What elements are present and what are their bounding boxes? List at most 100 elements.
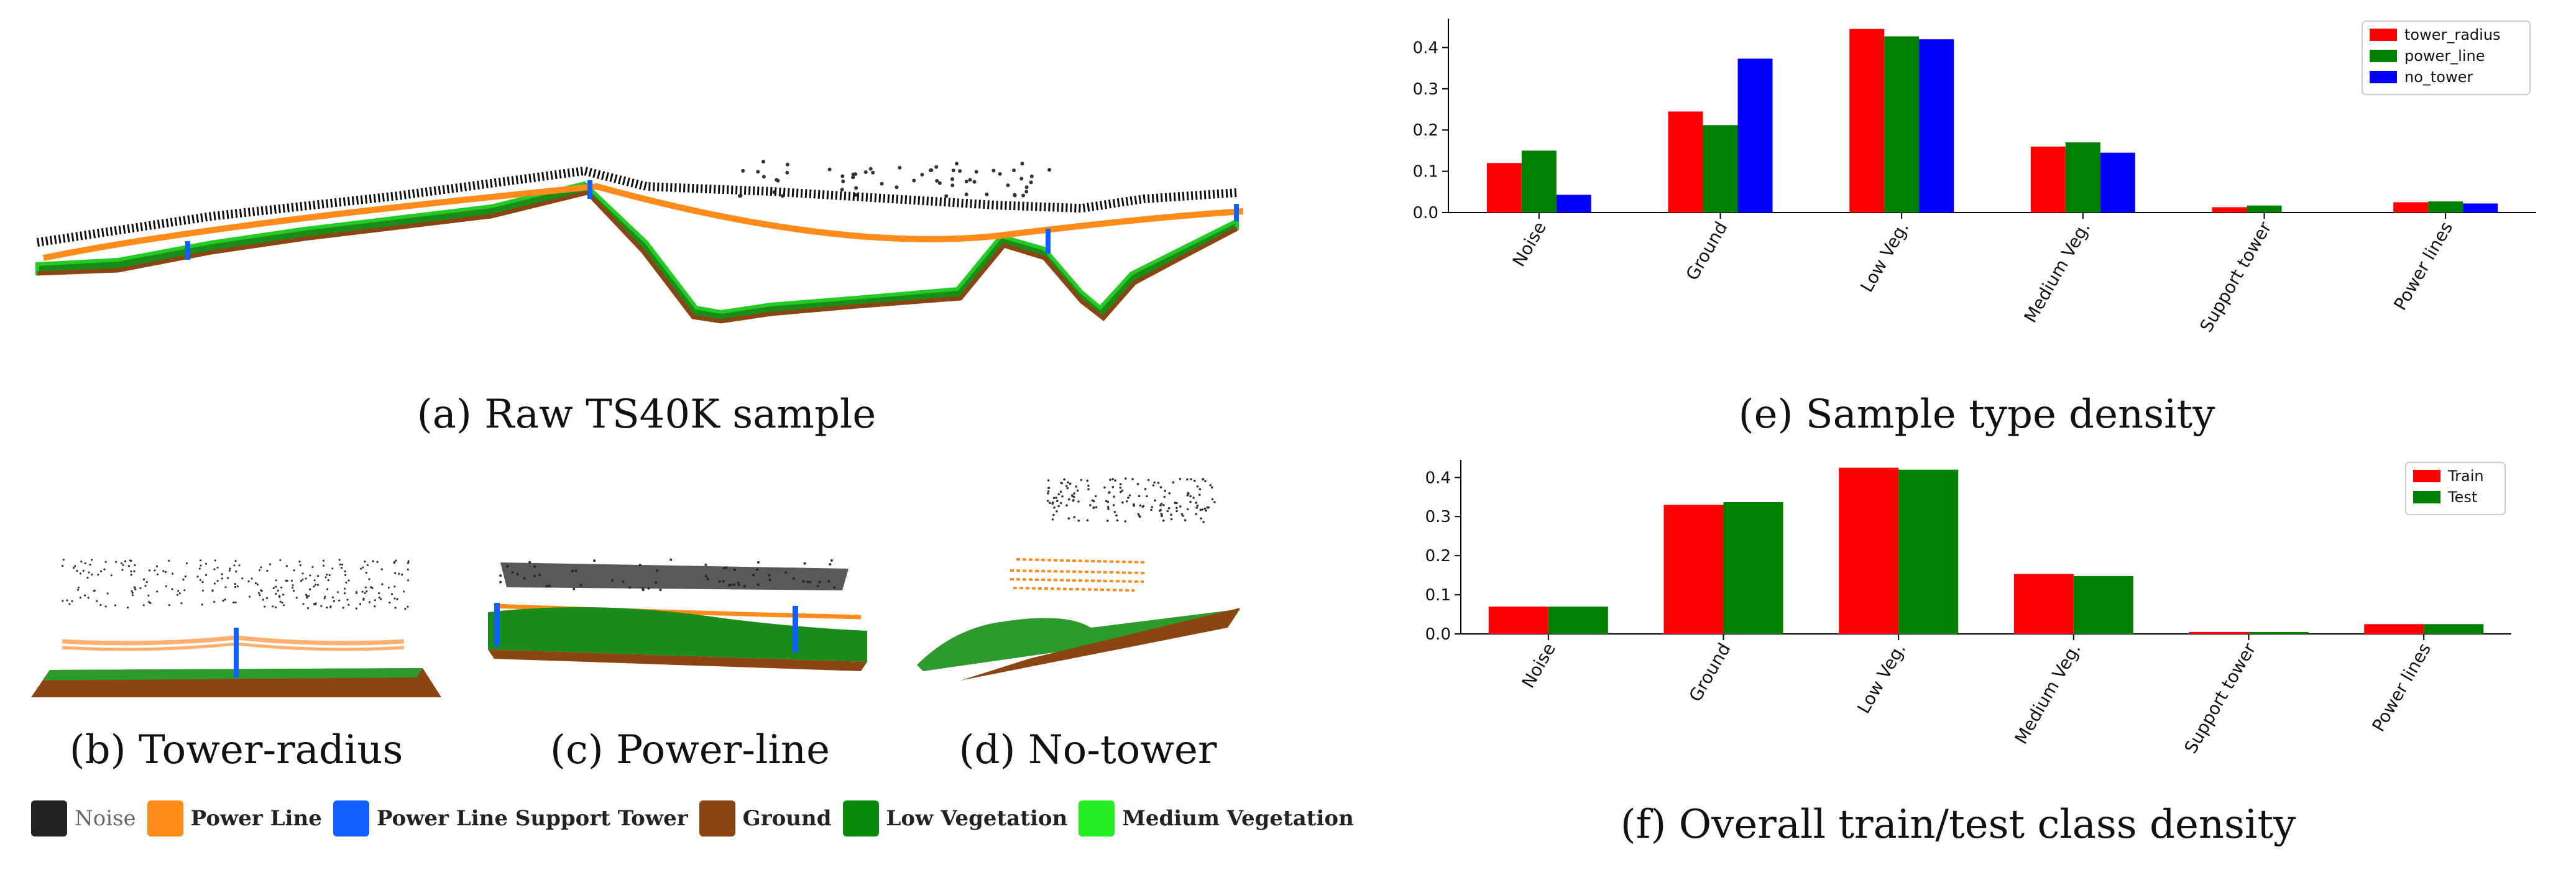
- noise-point: [830, 559, 833, 562]
- noise-point: [172, 588, 173, 590]
- noise-point: [1139, 505, 1142, 507]
- noise-point: [952, 168, 955, 172]
- noise-point: [1057, 505, 1060, 508]
- noise-point: [296, 597, 298, 598]
- noise-point: [237, 585, 239, 587]
- caption-b: (b) Tower-radius: [37, 727, 435, 773]
- noise-point: [362, 566, 364, 568]
- noise-point: [407, 579, 409, 581]
- noise-point: [291, 580, 293, 582]
- noise-point: [1152, 484, 1155, 487]
- noise-point: [840, 188, 844, 191]
- noise-point: [366, 590, 367, 592]
- noise-point: [1057, 493, 1060, 495]
- support-tower: [185, 241, 190, 260]
- x-tick-label: Power lines: [2368, 639, 2435, 735]
- noise-point: [1021, 162, 1024, 165]
- noise-point: [374, 599, 376, 601]
- noise-point: [279, 559, 281, 561]
- noise-point: [1207, 506, 1210, 509]
- noise-point: [1065, 485, 1068, 487]
- noise-point: [77, 589, 79, 591]
- legend-label: Noise: [75, 806, 136, 831]
- noise-point: [1116, 520, 1119, 522]
- noise-point: [86, 577, 88, 579]
- x-tick-label: Noise: [1508, 218, 1550, 270]
- noise-point: [221, 573, 223, 575]
- noise-point: [1205, 510, 1207, 512]
- noise-point: [144, 585, 146, 587]
- noise-point: [293, 569, 295, 571]
- noise-point: [232, 602, 234, 603]
- noise-point: [134, 589, 136, 590]
- noise-point: [362, 591, 364, 593]
- power-line-curve: [1010, 579, 1144, 582]
- noise-point: [293, 590, 295, 592]
- noise-point: [1200, 517, 1202, 520]
- noise-point: [1212, 498, 1214, 501]
- y-tick-label: 0.3: [1413, 80, 1438, 99]
- noise-point: [1060, 482, 1062, 484]
- noise-point: [1138, 515, 1141, 517]
- legend-label: Power Line Support Tower: [377, 806, 688, 831]
- bar-no_tower: [1557, 195, 1591, 213]
- noise-point: [134, 564, 136, 566]
- class-color-legend: Noise Power Line Power Line Support Tower G…: [31, 800, 1365, 836]
- noise-point: [934, 165, 938, 169]
- noise-point: [1126, 500, 1128, 503]
- noise-point: [344, 574, 346, 576]
- noise-point: [149, 602, 151, 604]
- noise-point: [302, 572, 304, 574]
- noise-point: [213, 601, 215, 603]
- noise-point: [1159, 504, 1162, 506]
- noise-point: [280, 601, 282, 603]
- noise-point: [313, 585, 315, 587]
- noise-point: [301, 579, 303, 580]
- noise-point: [266, 570, 268, 572]
- noise-point: [124, 561, 126, 562]
- noise-point: [1189, 501, 1192, 503]
- noise-point: [1194, 480, 1196, 482]
- noise-point: [333, 600, 335, 602]
- noise-point: [1067, 481, 1069, 484]
- noise-point: [1164, 490, 1166, 492]
- chart-legend-label: tower_radius: [2404, 26, 2501, 44]
- noise-point: [398, 573, 400, 575]
- noise-point: [1087, 488, 1090, 490]
- noise-point: [371, 587, 373, 589]
- chart-legend-swatch: [2370, 71, 2397, 83]
- noise-point: [201, 603, 203, 605]
- noise-point: [880, 182, 884, 186]
- noise-point: [324, 597, 326, 599]
- noise-point: [396, 598, 398, 600]
- noise-point: [234, 560, 236, 562]
- noise-point: [180, 602, 182, 604]
- bar-Train: [1489, 607, 1548, 634]
- y-tick-label: 0.0: [1413, 204, 1438, 222]
- bar-power_line: [2247, 206, 2282, 213]
- noise-point: [149, 569, 150, 571]
- noise-point: [1095, 506, 1098, 509]
- bar-tower_radius: [1849, 29, 1884, 213]
- bar-no_tower: [2100, 153, 2135, 213]
- noise-point: [1133, 503, 1135, 506]
- x-tick-label: Ground: [1685, 639, 1734, 705]
- noise-point: [1029, 180, 1033, 184]
- noise-point: [1137, 483, 1139, 485]
- noise-point: [1150, 509, 1152, 511]
- legend-label: Ground: [743, 806, 832, 831]
- noise-point: [1111, 478, 1114, 480]
- noise-point: [1065, 504, 1068, 506]
- noise-point: [1196, 506, 1198, 509]
- noise-point: [241, 577, 243, 579]
- noise-point: [1190, 478, 1192, 480]
- noise-point: [323, 560, 324, 562]
- noise-point: [139, 587, 141, 589]
- noise-point: [211, 589, 213, 591]
- noise-point: [1153, 482, 1156, 484]
- noise-point: [262, 598, 264, 600]
- noise-point: [165, 571, 167, 573]
- bar-Train: [1839, 468, 1898, 634]
- noise-point: [248, 580, 250, 582]
- support-tower: [793, 606, 798, 653]
